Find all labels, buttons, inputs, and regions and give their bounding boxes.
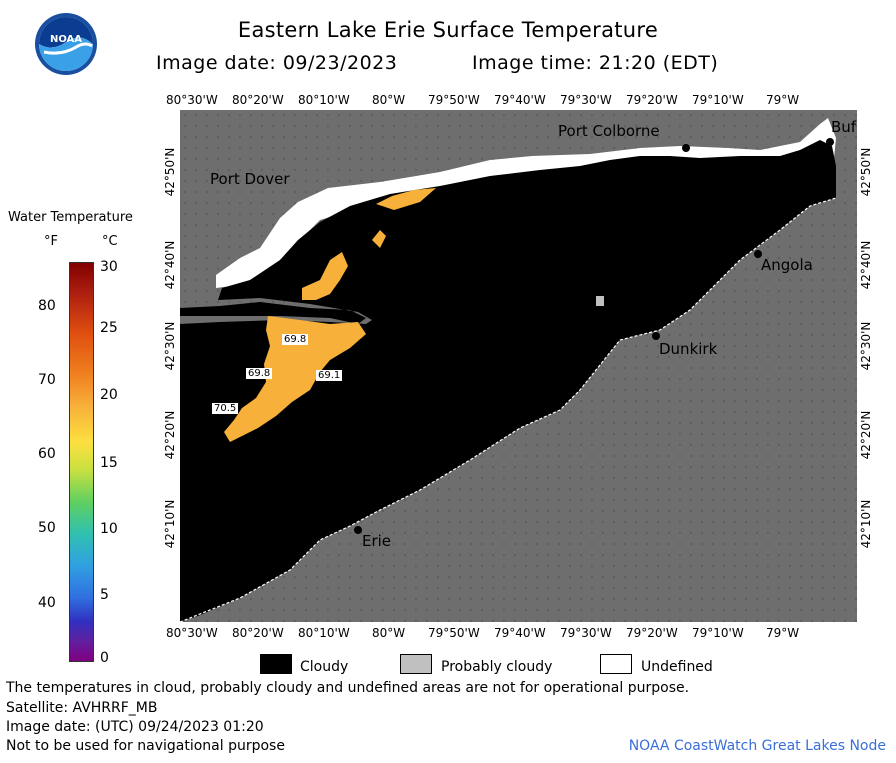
celsius-tick: 5 xyxy=(100,587,109,603)
lon-tick: 79°40'W xyxy=(494,626,546,640)
fahrenheit-tick: 50 xyxy=(38,520,56,536)
fahrenheit-tick: 60 xyxy=(38,446,56,462)
temp-label: 69.8 xyxy=(282,334,309,345)
fahrenheit-tick: 40 xyxy=(38,595,56,611)
warm-water-patch xyxy=(376,188,436,210)
lon-tick: 80°W xyxy=(372,626,406,640)
city-dot-angola xyxy=(754,250,762,258)
celsius-tick: 15 xyxy=(100,455,118,471)
utc-date-text: Image date: (UTC) 09/24/2023 01:20 xyxy=(6,719,264,735)
label-buffalo: Buf xyxy=(831,118,857,136)
colorbar-title: Water Temperature xyxy=(8,210,133,225)
lon-tick: 79°30'W xyxy=(560,93,612,107)
city-dot-port-colborne xyxy=(682,144,690,152)
noaa-logo: NOAA xyxy=(34,12,98,76)
lon-tick: 79°10'W xyxy=(692,93,744,107)
warm-water-patch xyxy=(302,252,348,300)
warm-water-patch xyxy=(372,230,386,248)
lon-tick: 80°30'W xyxy=(166,626,218,640)
lon-tick: 79°40'W xyxy=(494,93,546,107)
lat-tick: 42°40'N xyxy=(859,240,873,290)
temp-label: 69.1 xyxy=(316,370,343,381)
image-time: Image time: 21:20 (EDT) xyxy=(472,52,719,74)
label-port-colborne: Port Colborne xyxy=(558,122,660,140)
temp-label: 70.5 xyxy=(212,403,239,414)
colorbar-unit-f: °F xyxy=(44,234,58,249)
lon-tick: 79°W xyxy=(766,93,800,107)
colorbar-unit-c: °C xyxy=(102,234,118,249)
lon-tick: 79°W xyxy=(766,626,800,640)
fahrenheit-tick: 70 xyxy=(38,372,56,388)
legend-swatch-cloudy xyxy=(260,654,292,674)
lon-tick: 80°W xyxy=(372,93,406,107)
lon-tick: 79°20'W xyxy=(626,626,678,640)
lat-tick: 42°30'N xyxy=(859,321,873,371)
celsius-tick: 10 xyxy=(100,521,118,537)
satellite-text: Satellite: AVHRRF_MB xyxy=(6,700,158,716)
undefined-shoreline xyxy=(216,118,836,288)
lat-tick: 42°10'N xyxy=(163,499,177,549)
city-dot-buffalo xyxy=(826,138,834,146)
temp-label: 69.8 xyxy=(246,368,273,379)
probably-cloudy-speck xyxy=(596,296,604,306)
warm-water-patch xyxy=(224,316,366,442)
lon-tick: 80°30'W xyxy=(166,93,218,107)
lon-tick: 79°20'W xyxy=(626,93,678,107)
lon-tick: 80°20'W xyxy=(232,93,284,107)
lat-tick: 42°50'N xyxy=(163,147,177,197)
credit-link[interactable]: NOAA CoastWatch Great Lakes Node xyxy=(628,738,886,754)
label-angola: Angola xyxy=(761,256,813,274)
lon-tick: 80°10'W xyxy=(298,93,350,107)
colorbar xyxy=(69,262,94,662)
lon-tick: 79°50'W xyxy=(428,93,480,107)
lat-tick: 42°30'N xyxy=(163,321,177,371)
lon-tick: 79°50'W xyxy=(428,626,480,640)
lat-tick: 42°20'N xyxy=(163,410,177,460)
legend-swatch-undefined xyxy=(600,654,632,674)
lon-tick: 79°10'W xyxy=(692,626,744,640)
lon-tick: 80°10'W xyxy=(298,626,350,640)
lon-tick: 80°20'W xyxy=(232,626,284,640)
map-title: Eastern Lake Erie Surface Temperature xyxy=(237,18,659,42)
disclaimer-text: The temperatures in cloud, probably clou… xyxy=(6,680,690,696)
legend-label-cloudy: Cloudy xyxy=(300,659,349,675)
celsius-tick: 20 xyxy=(100,387,118,403)
celsius-tick: 30 xyxy=(100,259,118,275)
lat-tick: 42°20'N xyxy=(859,410,873,460)
lon-tick: 79°30'W xyxy=(560,626,612,640)
image-date: Image date: 09/23/2023 xyxy=(156,52,398,74)
lake-erie-map xyxy=(179,110,857,623)
noaa-logo-text: NOAA xyxy=(49,34,83,45)
label-port-dover: Port Dover xyxy=(210,170,290,188)
celsius-tick: 25 xyxy=(100,320,118,336)
legend-label-probably-cloudy: Probably cloudy xyxy=(441,659,553,675)
lat-tick: 42°10'N xyxy=(859,499,873,549)
legend-label-undefined: Undefined xyxy=(641,659,713,675)
map-panel[interactable]: Port Colborne Buf Port Dover Angola Dunk… xyxy=(179,110,857,623)
fahrenheit-tick: 80 xyxy=(38,298,56,314)
lat-tick: 42°50'N xyxy=(859,147,873,197)
city-dot-erie xyxy=(354,526,362,534)
label-erie: Erie xyxy=(362,532,392,550)
legend-swatch-probably-cloudy xyxy=(400,654,432,674)
navigation-warning: Not to be used for navigational purpose xyxy=(6,738,285,754)
celsius-tick: 0 xyxy=(100,650,109,666)
coastline xyxy=(179,197,837,623)
label-dunkirk: Dunkirk xyxy=(659,340,718,358)
city-dot-dunkirk xyxy=(652,332,660,340)
lat-tick: 42°40'N xyxy=(163,240,177,290)
